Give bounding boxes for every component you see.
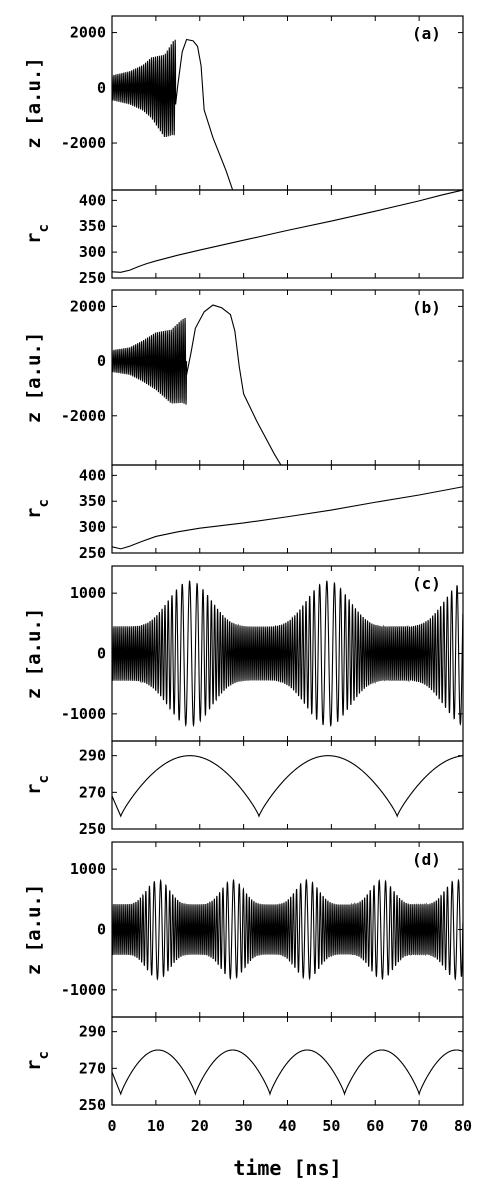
plot-frame <box>111 464 464 554</box>
panel-label: (b) <box>412 298 441 317</box>
z-series-line <box>112 38 234 190</box>
panel-6: 290 270 250 rc <box>23 740 464 838</box>
y-axis-label: rc <box>23 1051 52 1071</box>
x-tick-label: 20 <box>191 1117 209 1135</box>
y-tick-label: 350 <box>79 217 106 235</box>
y-tick-label: 250 <box>79 544 106 562</box>
panel-7: 1000 0 -1000 z [a.u.] (d) <box>23 841 464 1018</box>
rc-series-line <box>112 190 463 273</box>
x-axis: 0 10 20 30 40 50 60 70 80 time [ns] <box>107 1117 472 1180</box>
y-axis-label: z [a.u.] <box>23 608 45 700</box>
y-tick-label: 0 <box>97 352 106 370</box>
panel-label: (a) <box>412 24 441 43</box>
y-tick-label: -1000 <box>61 981 106 999</box>
x-tick-label: 10 <box>147 1117 165 1135</box>
panel-5: 1000 0 -1000 z [a.u.] (c) <box>23 565 464 742</box>
y-tick-label: 0 <box>97 79 106 97</box>
y-tick-label: 1000 <box>70 584 106 602</box>
y-tick-label: 1000 <box>70 860 106 878</box>
y-tick-label: 250 <box>79 820 106 838</box>
y-tick-label: 2000 <box>70 297 106 315</box>
panel-3: 2000 0 -2000 z [a.u.] (b) <box>23 289 464 466</box>
y-axis-label: z [a.u.] <box>23 884 45 976</box>
panel-1: 2000 0 -2000 z [a.u.] (a) <box>23 15 464 191</box>
panel-2: 400 350 300 250 rc <box>23 189 464 287</box>
y-tick-label: 350 <box>79 492 106 510</box>
y-tick-label: -2000 <box>61 407 106 425</box>
panel-8: 290 270 250 rc <box>23 1016 464 1114</box>
y-tick-label: 290 <box>79 747 106 765</box>
x-tick-label: 50 <box>322 1117 340 1135</box>
y-tick-label: 290 <box>79 1023 106 1041</box>
plot-frame <box>111 1016 464 1106</box>
y-tick-label: 2000 <box>70 24 106 42</box>
y-axis-label: z [a.u.] <box>23 332 45 424</box>
plot-frame <box>111 740 464 830</box>
rc-series-line <box>112 755 463 818</box>
y-tick-label: 300 <box>79 243 106 261</box>
y-tick-label: 270 <box>79 1059 106 1077</box>
y-tick-label: -1000 <box>61 705 106 723</box>
x-tick-label: 80 <box>454 1117 472 1135</box>
x-tick-label: 60 <box>366 1117 384 1135</box>
panel-label: (c) <box>412 574 441 593</box>
y-tick-label: 400 <box>79 466 106 484</box>
y-tick-label: 250 <box>79 1096 106 1114</box>
y-tick-label: 0 <box>97 645 106 663</box>
y-tick-label: -2000 <box>61 134 106 152</box>
rc-series-line <box>112 486 463 550</box>
x-tick-label: 30 <box>235 1117 253 1135</box>
x-tick-label: 40 <box>278 1117 296 1135</box>
z-series-line <box>112 304 282 465</box>
y-axis-label: rc <box>23 224 52 244</box>
x-tick-label: 0 <box>107 1117 116 1135</box>
y-axis-label: z [a.u.] <box>23 57 45 149</box>
rc-series-line <box>112 1049 463 1096</box>
x-tick-label: 70 <box>410 1117 428 1135</box>
y-tick-label: 300 <box>79 518 106 536</box>
z-series-line <box>112 580 463 728</box>
y-axis-label: rc <box>23 499 52 519</box>
panel-label: (d) <box>412 850 441 869</box>
z-series-line <box>112 878 463 981</box>
y-axis-label: rc <box>23 775 52 795</box>
panel-4: 400 350 300 250 rc <box>23 464 464 562</box>
y-tick-label: 270 <box>79 783 106 801</box>
y-tick-label: 250 <box>79 269 106 287</box>
y-tick-label: 0 <box>97 921 106 939</box>
x-axis-label: time [ns] <box>233 1156 341 1180</box>
y-tick-label: 400 <box>79 191 106 209</box>
